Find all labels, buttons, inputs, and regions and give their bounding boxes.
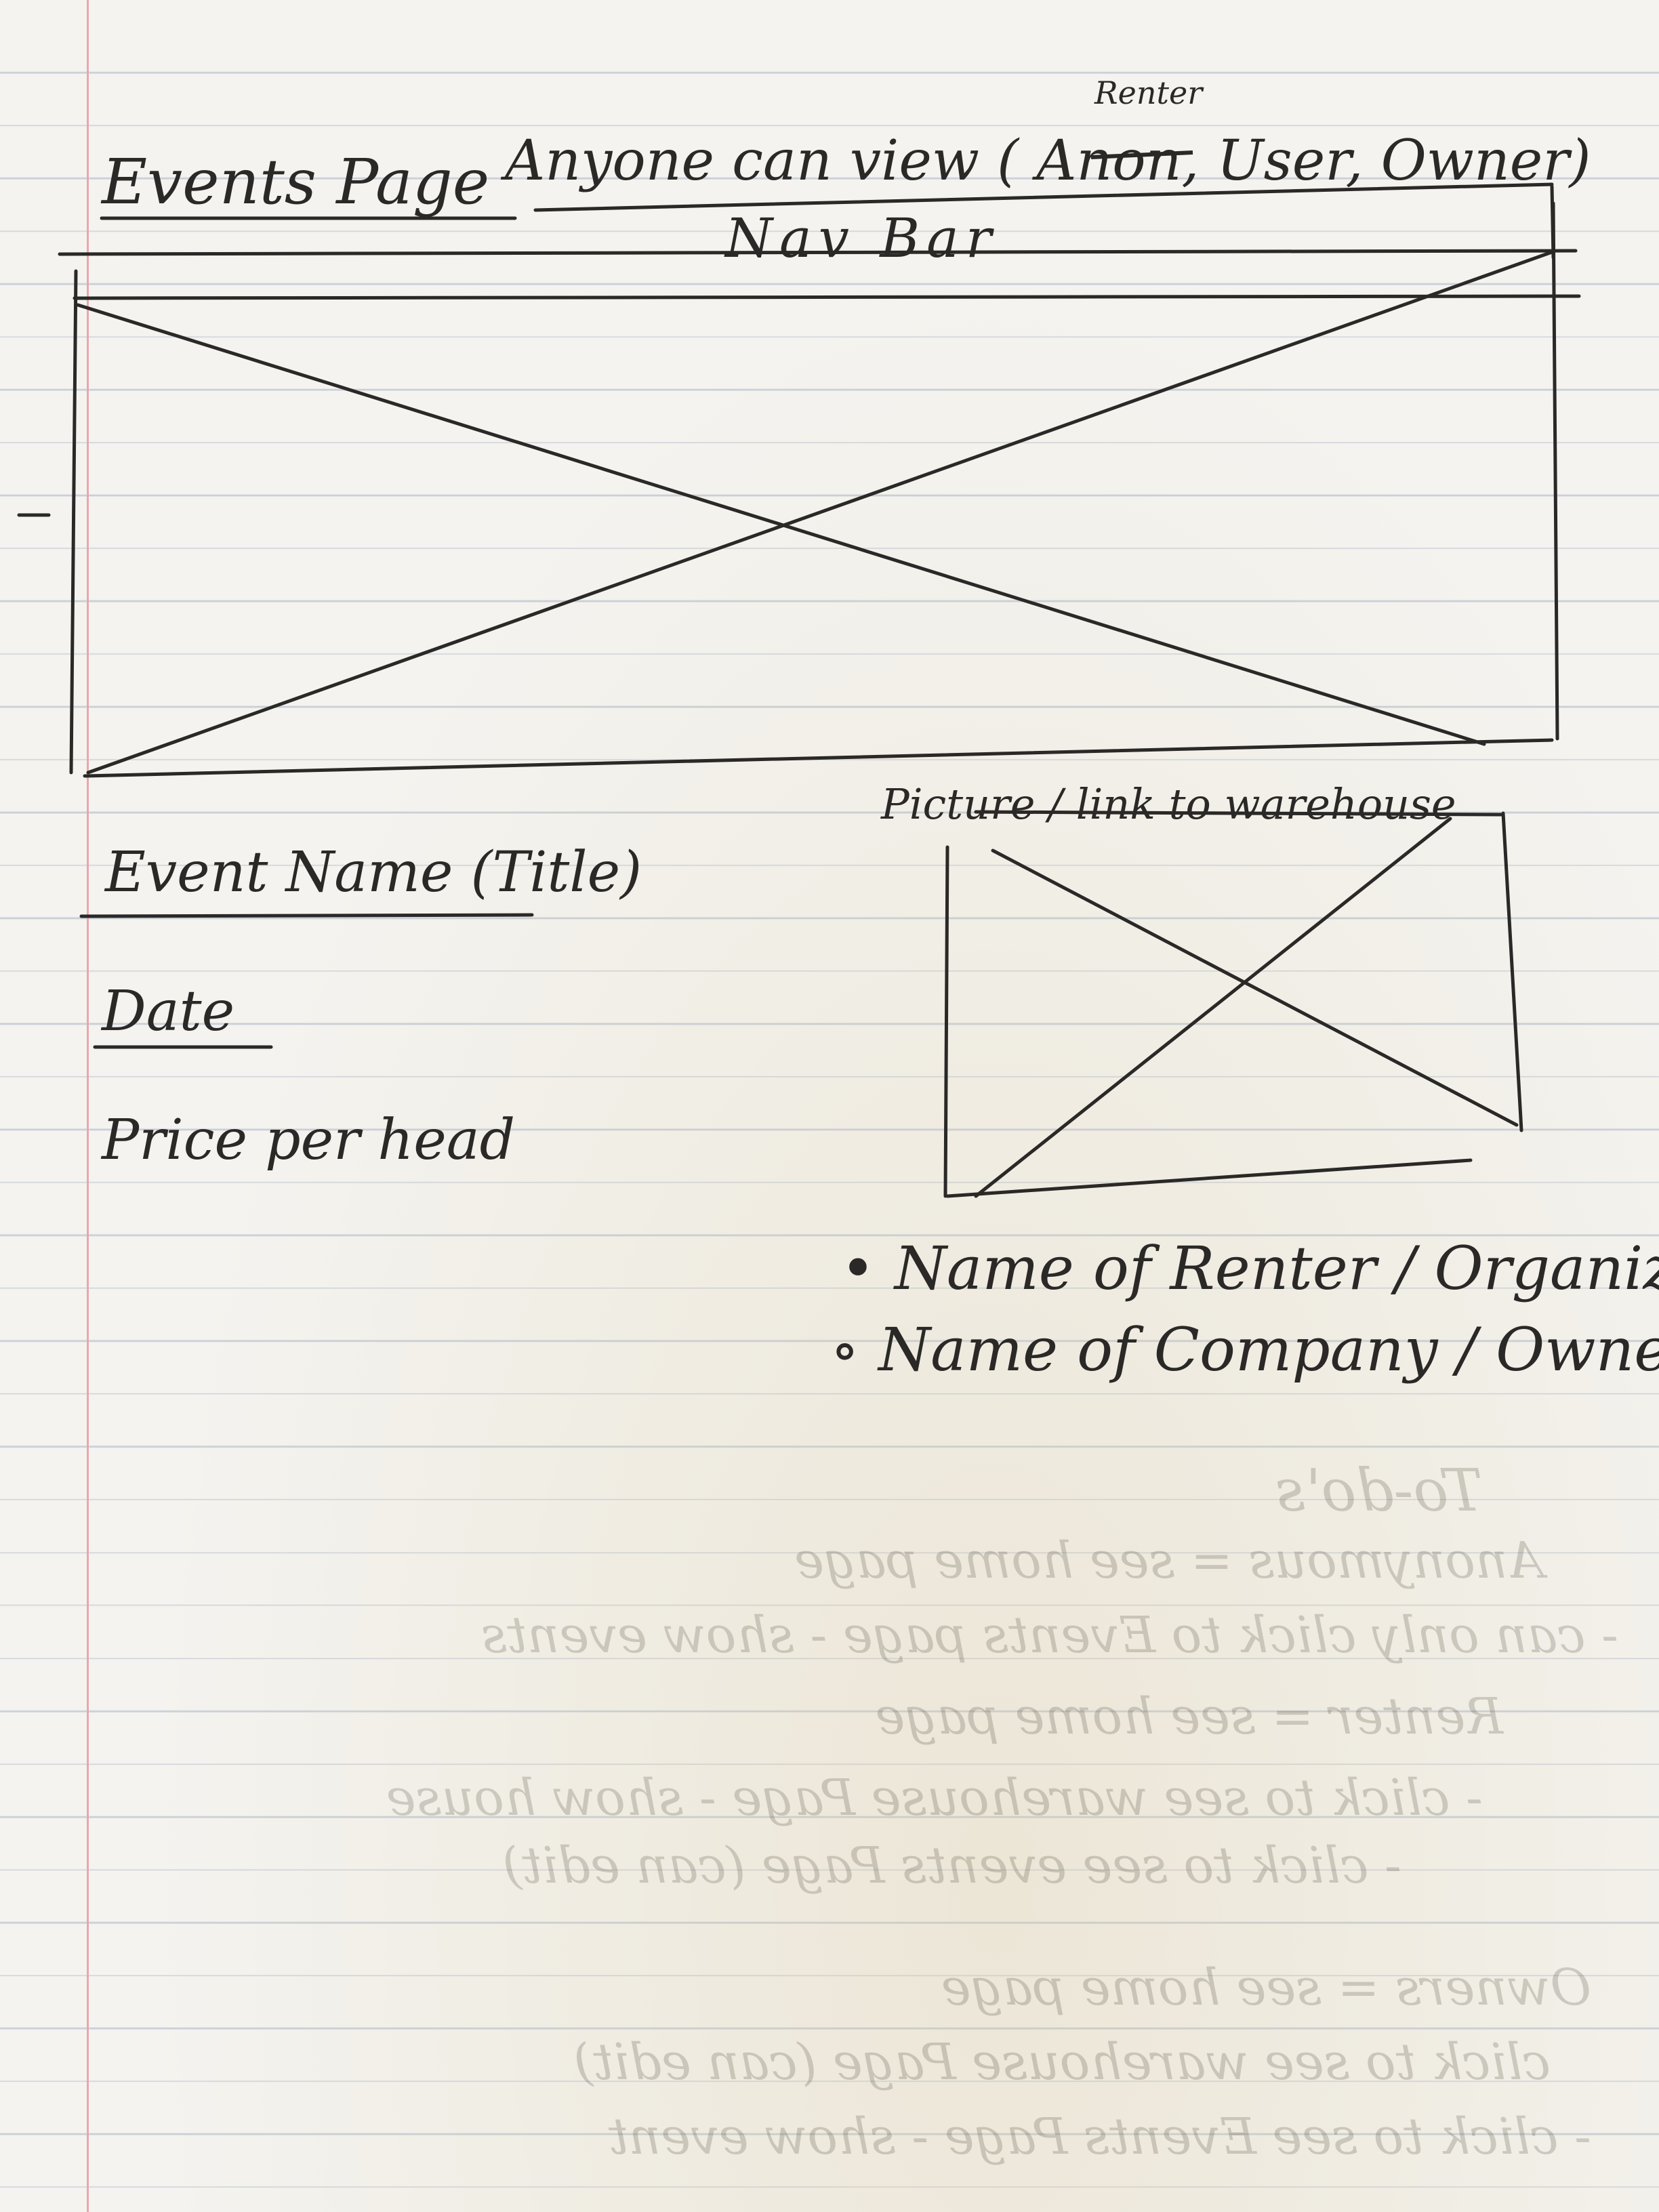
company-bullet: ∘ Name of Company / Owner [830, 1315, 1659, 1385]
header-underline [533, 182, 1554, 212]
bleed-line: - can only click to Events page - show e… [481, 1606, 1618, 1664]
bleed-line: Anonymous = see home page [794, 1532, 1544, 1590]
price-label: Price per head [102, 1108, 516, 1172]
event-name-label: Event Name (Title) [105, 840, 642, 905]
bleed-line: To-do's [1275, 1457, 1483, 1525]
hero-image-placeholder-x [76, 250, 1554, 775]
access-note: Anyone can view ( Anon, User, Owner) [505, 129, 1591, 193]
nav-bar-bottom-line [73, 294, 1581, 300]
renter-bullet: • Name of Renter / Organizer [840, 1233, 1659, 1303]
event-name-underline [79, 913, 534, 918]
nav-bar-top-line [58, 249, 1578, 256]
hero-image-box [69, 184, 1559, 778]
date-label: Date [102, 979, 235, 1044]
access-overwrite-note: Renter [1094, 75, 1203, 111]
bleed-line: - click to see Events Page - show event [608, 2108, 1591, 2166]
renter-bullet-text: Name of Renter / Organizer [894, 1233, 1659, 1303]
bleed-line: click to see warehouse Page (can edit) [573, 2033, 1551, 2091]
warehouse-picture-box [943, 810, 1523, 1198]
bleed-line: Renter = see home page [875, 1687, 1503, 1746]
strike-through [1090, 150, 1193, 159]
nav-bar-label: Nav Bar [725, 207, 999, 270]
bleed-line: - click to see events Page (can edit) [502, 1837, 1401, 1895]
bleed-through-text: To-do's Anonymous = see home page - can … [0, 1443, 1659, 2189]
warehouse-placeholder-x [974, 817, 1519, 1198]
margin-line [87, 0, 89, 2212]
page-title: Events Page [102, 146, 490, 218]
company-bullet-text: Name of Company / Owner [878, 1315, 1659, 1385]
bleed-line: Owners = see home page [941, 1959, 1591, 2017]
bleed-line: - click to see warehouse Page - show hou… [386, 1769, 1483, 1827]
warehouse-picture-label: Picture / link to warehouse [881, 779, 1456, 829]
